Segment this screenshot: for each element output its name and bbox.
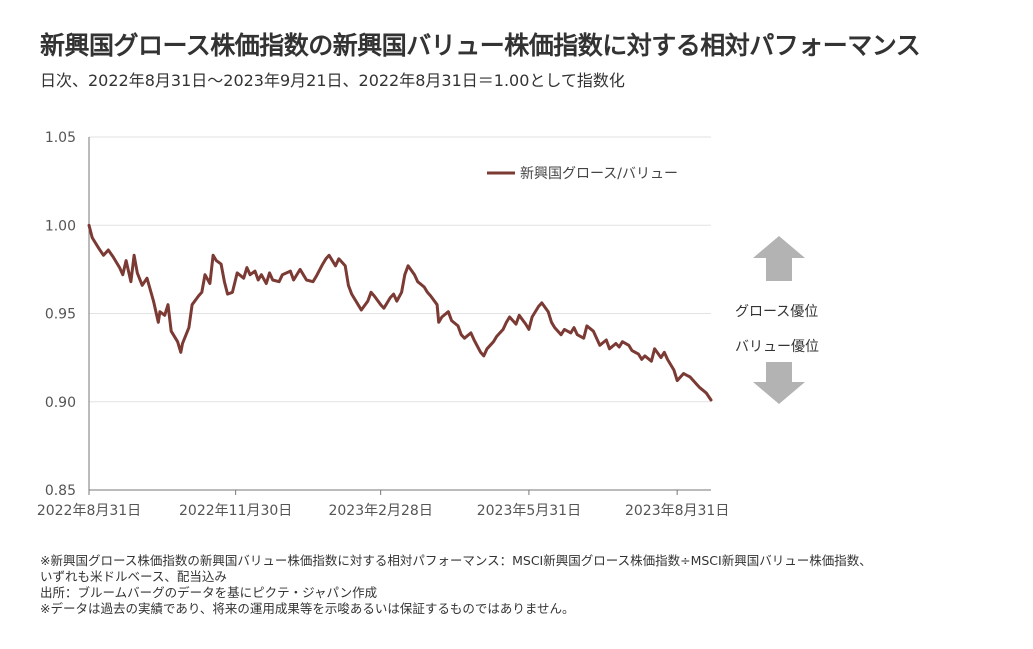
chart-title: 新興国グロース株価指数の新興国バリュー株価指数に対する相対パフォーマンス	[40, 31, 921, 60]
series-lines	[87, 223, 713, 402]
growth-advantage-label: グロース優位	[735, 304, 819, 320]
arrow-down-icon	[753, 362, 805, 404]
chart-subtitle: 日次、2022年8月31日～2023年9月21日、2022年8月31日＝1.00…	[40, 71, 625, 90]
value-advantage-label: バリュー優位	[735, 339, 819, 355]
x-tick-label: 2023年8月31日	[625, 503, 729, 519]
footnote-line: ※新興国グロース株価指数の新興国バリュー株価指数に対する相対パフォーマンス：MS…	[40, 553, 872, 568]
x-tick-label: 2023年5月31日	[477, 503, 581, 519]
arrow-up-icon	[753, 236, 805, 281]
series-line	[87, 223, 713, 402]
performance-indicators	[753, 236, 805, 404]
footnote-line: 出所：ブルームバーグのデータを基にピクテ・ジャパン作成	[40, 585, 378, 600]
legend: 新興国グロース/バリュー	[487, 166, 678, 182]
y-tick-label: 0.95	[45, 307, 76, 323]
y-tick-label: 1.05	[45, 130, 76, 146]
y-tick-label: 1.00	[45, 218, 76, 234]
footnotes: ※新興国グロース株価指数の新興国バリュー株価指数に対する相対パフォーマンス：MS…	[40, 553, 872, 617]
axes: 1.05 1.00 0.95 0.90 0.85 2022年8月31日 2022年11月30…	[37, 130, 730, 519]
footnote-line: ※データは過去の実績であり、将来の運用成果等を示唆あるいは保証するものではありま…	[40, 601, 575, 616]
x-tick-label: 2022年11月30日	[179, 503, 292, 519]
grid-lines	[89, 136, 711, 403]
y-tick-label: 0.85	[45, 483, 76, 499]
x-tick-label: 2023年2月28日	[328, 503, 432, 519]
x-tick-label: 2022年8月31日	[37, 503, 141, 519]
legend-label: 新興国グロース/バリュー	[520, 166, 678, 182]
footnote-line: いずれも米ドルベース、配当込み	[40, 569, 227, 584]
y-tick-label: 0.90	[45, 395, 76, 411]
